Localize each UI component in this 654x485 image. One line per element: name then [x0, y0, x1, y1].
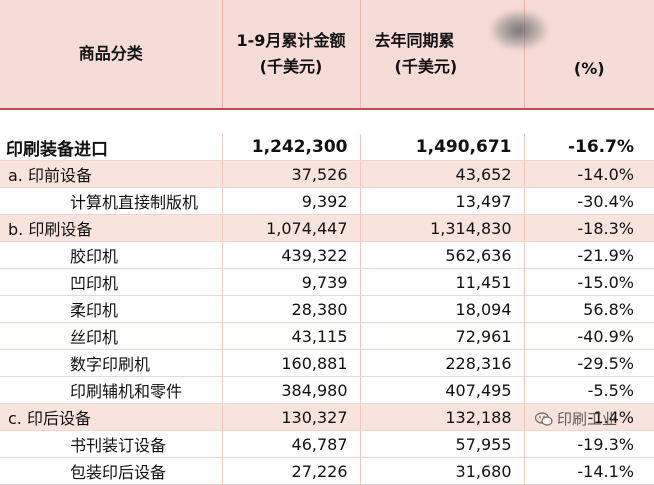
- table-row: 凹印机 9,739 11,451 -15.0%: [0, 268, 654, 296]
- row-prev: 72,961: [360, 322, 525, 350]
- table-row: 计算机直接制版机 9,392 13,497 -30.4%: [0, 187, 654, 215]
- row-prev: 562,636: [360, 241, 525, 269]
- header-amount-line1: 1-9月累计金额: [236, 31, 346, 50]
- row-amount: 28,380: [222, 295, 361, 323]
- table-header-row: 商品分类 1-9月累计金额 (千美元) 去年同期累 (千美元) (%): [0, 0, 654, 110]
- row-change: -40.9%: [524, 322, 654, 350]
- row-change: -19.3%: [524, 430, 654, 458]
- row-prev: 57,955: [360, 430, 525, 458]
- table-row: 印刷装备进口 1,242,300 1,490,671 -16.7%: [0, 134, 654, 161]
- table-row: c. 印后设备 130,327 132,188 -1.4%: [0, 403, 654, 431]
- header-amount: 1-9月累计金额 (千美元): [222, 0, 361, 110]
- row-prev: 1,314,830: [360, 214, 525, 242]
- header-amount-line2: (千美元): [259, 57, 323, 76]
- row-amount: 27,226: [222, 457, 361, 485]
- table-row: 印刷辅机和零件 384,980 407,495 -5.5%: [0, 376, 654, 404]
- row-amount: 1,074,447: [222, 214, 361, 242]
- row-change: 56.8%: [524, 295, 654, 323]
- row-change: -14.1%: [524, 457, 654, 485]
- row-amount: 130,327: [222, 403, 361, 431]
- table-row: 包装印后设备 27,226 31,680 -14.1%: [0, 457, 654, 485]
- row-amount: 9,392: [222, 187, 361, 215]
- spacer-row: [0, 109, 654, 134]
- table-row: 柔印机 28,380 18,094 56.8%: [0, 295, 654, 323]
- table-row: a. 印前设备 37,526 43,652 -14.0%: [0, 160, 654, 188]
- row-label: 胶印机: [0, 241, 223, 269]
- row-prev: 228,316: [360, 349, 525, 377]
- row-label: 凹印机: [0, 268, 223, 296]
- row-prev: 1,490,671: [360, 134, 525, 161]
- row-change: -29.5%: [524, 349, 654, 377]
- row-amount: 9,739: [222, 268, 361, 296]
- row-prev: 31,680: [360, 457, 525, 485]
- row-amount: 46,787: [222, 430, 361, 458]
- row-label: 印刷装备进口: [0, 134, 223, 161]
- row-label: 包装印后设备: [0, 457, 223, 485]
- row-change: -14.0%: [524, 160, 654, 188]
- table-row: 胶印机 439,322 562,636 -21.9%: [0, 241, 654, 269]
- row-change: -30.4%: [524, 187, 654, 215]
- row-prev: 11,451: [360, 268, 525, 296]
- header-prev-line2: (千美元): [394, 57, 458, 76]
- row-amount: 37,526: [222, 160, 361, 188]
- obscured-region: [490, 10, 548, 50]
- row-label: c. 印后设备: [0, 403, 223, 431]
- header-category: 商品分类: [0, 0, 223, 110]
- row-label: 丝印机: [0, 322, 223, 350]
- watermark: 印刷工业: [535, 408, 617, 429]
- row-prev: 18,094: [360, 295, 525, 323]
- row-prev: 43,652: [360, 160, 525, 188]
- row-label: 柔印机: [0, 295, 223, 323]
- table-row: 丝印机 43,115 72,961 -40.9%: [0, 322, 654, 350]
- row-amount: 43,115: [222, 322, 361, 350]
- watermark-text: 印刷工业: [557, 410, 618, 428]
- wechat-icon: [535, 411, 553, 426]
- row-amount: 439,322: [222, 241, 361, 269]
- row-change: -5.5%: [524, 376, 654, 404]
- row-prev: 13,497: [360, 187, 525, 215]
- row-prev: 132,188: [360, 403, 525, 431]
- row-label: 计算机直接制版机: [0, 187, 223, 215]
- header-prev-line1: 去年同期累: [374, 31, 455, 50]
- row-label: 数字印刷机: [0, 349, 223, 377]
- table-row: 书刊装订设备 46,787 57,955 -19.3%: [0, 430, 654, 458]
- row-change: -16.7%: [524, 134, 654, 161]
- row-label: a. 印前设备: [0, 160, 223, 188]
- row-label: b. 印刷设备: [0, 214, 223, 242]
- row-amount: 384,980: [222, 376, 361, 404]
- row-amount: 160,881: [222, 349, 361, 377]
- table-row: b. 印刷设备 1,074,447 1,314,830 -18.3%: [0, 214, 654, 242]
- table-row: 数字印刷机 160,881 228,316 -29.5%: [0, 349, 654, 377]
- row-amount: 1,242,300: [222, 134, 361, 161]
- row-label: 书刊装订设备: [0, 430, 223, 458]
- row-change: -21.9%: [524, 241, 654, 269]
- row-change: -18.3%: [524, 214, 654, 242]
- row-label: 印刷辅机和零件: [0, 376, 223, 404]
- row-prev: 407,495: [360, 376, 525, 404]
- row-change: -15.0%: [524, 268, 654, 296]
